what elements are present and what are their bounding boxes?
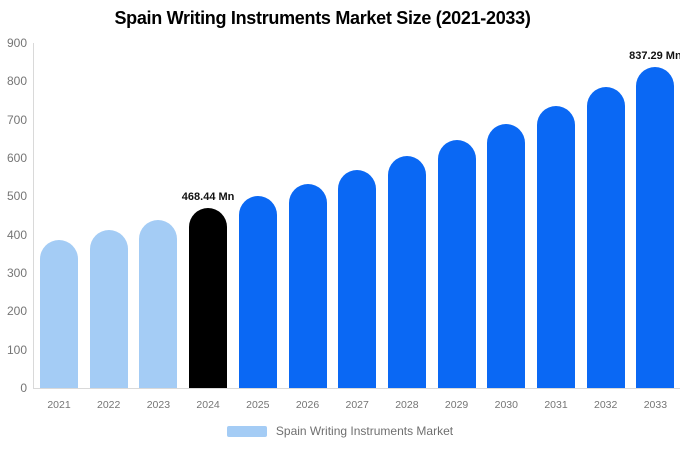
bar-2029 [437, 140, 476, 388]
bar-2024 [189, 208, 228, 388]
bar-2026 [288, 183, 327, 388]
y-tick-label: 900 [6, 36, 27, 50]
y-tick-label: 100 [6, 342, 27, 357]
legend-label: Spain Writing Instruments Market [275, 424, 454, 438]
x-tick-label: 2021 [47, 399, 71, 411]
y-tick-label: 600 [6, 151, 27, 165]
chart-title: Spain Writing Instruments Market Size (2… [114, 8, 531, 28]
bar-2025 [238, 196, 277, 388]
x-tick-label: 2033 [643, 399, 668, 411]
x-tick-label: 2032 [594, 399, 618, 411]
y-tick-label: 400 [6, 227, 27, 242]
x-tick-label: 2025 [246, 399, 270, 411]
bar-2031 [537, 105, 575, 388]
x-tick-label: 2031 [544, 399, 568, 411]
x-tick-label: 2026 [295, 399, 320, 411]
y-tick-label: 700 [6, 112, 27, 127]
bar-2022 [89, 230, 128, 388]
x-tick-label: 2027 [345, 399, 369, 411]
x-tick-label: 2024 [196, 399, 220, 411]
y-tick-label: 300 [6, 266, 27, 280]
bar-2028 [387, 155, 426, 388]
x-axis-line [33, 388, 680, 389]
y-tick-label: 500 [6, 189, 27, 204]
data-label-2033: 837.29 Mn [629, 50, 680, 63]
y-axis-line [33, 43, 34, 388]
legend-swatch [226, 425, 267, 437]
bar-2021 [40, 240, 78, 388]
x-tick-label: 2022 [97, 399, 121, 411]
y-tick-label: 200 [6, 304, 27, 319]
legend-item: Spain Writing Instruments Market [0, 424, 680, 438]
bar-2033 [636, 67, 675, 388]
x-tick-label: 2029 [444, 399, 469, 411]
bar-2032 [586, 87, 625, 388]
bar-2030 [487, 123, 526, 388]
y-tick-label: 800 [6, 74, 27, 89]
data-label-2024: 468.44 Mn [181, 191, 235, 204]
bar-2023 [139, 219, 178, 388]
x-tick-label: 2030 [494, 399, 518, 411]
bar-2027 [338, 170, 377, 388]
x-tick-label: 2023 [146, 399, 171, 411]
y-tick-label: 0 [20, 381, 27, 395]
x-tick-label: 2028 [395, 399, 419, 411]
